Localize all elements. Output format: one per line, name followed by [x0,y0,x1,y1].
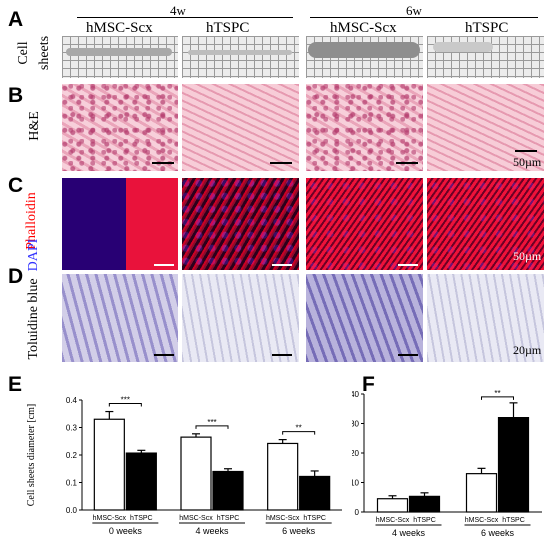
scale-bar [396,162,418,164]
col-header-1: hMSC-Scx [86,20,153,36]
bar-htspc [497,417,530,513]
bar-htspc [408,495,441,513]
y-tick-label: 20 [352,449,360,458]
bar-label: hTSPC [413,517,436,524]
scale-bar [152,162,174,164]
row-label-a: Cell sheets [16,35,52,71]
y-tick-label: 0.4 [66,396,78,405]
chart-f: Phaloidin area [%]010203040hMSC-ScxhTSPC… [352,389,542,538]
fluorescence-6w-htspc: 50µm [427,178,544,270]
he-6w-htspc: 50µm [427,84,544,171]
group-label: 6 weeks [481,528,515,538]
bar-htspc [299,475,331,511]
col-header-2: hTSPC [206,20,250,36]
toluidine-6w-htspc: 20µm [427,274,544,362]
significance-bracket [195,425,229,429]
panel-letter-a: A [8,8,24,31]
cell-sheet-6w-hmsc-scx [306,36,423,78]
col-header-4: hTSPC [465,20,509,36]
fluorescence-6w-hmsc-scx [306,178,423,270]
significance-mark: *** [207,418,216,427]
bar-htspc [125,452,157,511]
he-4w-hmsc-scx [62,84,178,171]
cell-sheet-6w-htspc [427,36,544,78]
y-tick-label: 40 [352,390,360,399]
chart-e: Cell sheets diameter [cm] 0.0 0.1 0.2 0.3 0.4… [26,396,342,536]
y-tick-label: 0.0 [66,506,78,515]
cell-sheet-4w-htspc [182,36,299,78]
scale-text-d: 20µm [513,343,542,357]
y-axis-label: Cell sheets diameter [cm] [26,404,37,506]
scale-bar [154,264,174,266]
significance-bracket [108,403,142,407]
y-tick-label: 10 [352,479,360,488]
significance-mark: ** [296,424,302,433]
col-header-3: hMSC-Scx [330,20,397,36]
group-label: 4 weeks [195,526,229,536]
bar-label: hTSPC [303,515,326,522]
row-label-toluidine: Toluidine blue [26,278,41,360]
bar-label: hMSC-Scx [179,515,213,522]
toluidine-4w-htspc [182,274,299,362]
bar-label: hMSC-Scx [266,515,300,522]
timepoint-4w: 4w [170,3,186,18]
scale-text-c: 50µm [513,249,542,263]
header-line-4w [77,17,293,18]
he-6w-hmsc-scx [306,84,423,171]
panel-letter-b: B [8,84,24,107]
panel-letter-d: D [8,265,24,288]
group-label: 0 weeks [109,526,143,536]
toluidine-6w-hmsc-scx [306,274,423,362]
scale-bar [154,354,174,356]
timepoint-6w: 6w [406,3,422,18]
panel-letter-c: C [8,174,24,197]
header-line-6w [310,17,538,18]
bar-label: hMSC-Scx [93,515,127,522]
bar-label: hTSPC [217,515,240,522]
group-label: 4 weeks [392,528,426,538]
toluidine-4w-hmsc-scx [62,274,178,362]
y-tick-label: 0.3 [66,424,78,433]
y-tick-label: 0 [355,508,360,517]
significance-mark: *** [121,396,130,405]
bar-hmsc-scx [376,498,409,513]
significance-mark: ** [494,389,500,398]
scale-text-b: 50µm [513,155,542,169]
scale-bar [272,264,292,266]
panel-letter-e: E [8,373,23,396]
fluorescence-4w-htspc [182,178,299,270]
bar-hmsc-scx [267,442,299,511]
bar-label: hTSPC [502,517,525,524]
panel-letter-f: F [362,373,375,396]
row-label-he: H&E [27,111,42,141]
scale-bar [270,162,292,164]
bar-label: hMSC-Scx [465,517,499,524]
y-tick-label: 0.1 [66,479,78,488]
bar-hmsc-scx [93,418,125,511]
bar-hmsc-scx [465,473,498,513]
he-4w-htspc [182,84,299,171]
y-tick-label: 30 [352,420,360,429]
bar-label: hMSC-Scx [376,517,410,524]
cell-sheet-4w-hmsc-scx [62,36,178,78]
bar-htspc [212,470,244,511]
y-tick-label: 0.2 [66,451,78,460]
scale-bar [515,150,537,152]
scale-bar [398,264,418,266]
group-label: 6 weeks [282,526,316,536]
scale-bar [398,354,418,356]
row-label-fluorescence: Phalloidin DAPI [24,192,41,272]
bar-label: hTSPC [130,515,153,522]
scale-bar [272,354,292,356]
significance-bracket [481,396,514,400]
fluorescence-4w-hmsc-scx [62,178,178,270]
bar-hmsc-scx [180,436,212,511]
significance-bracket [282,431,316,435]
